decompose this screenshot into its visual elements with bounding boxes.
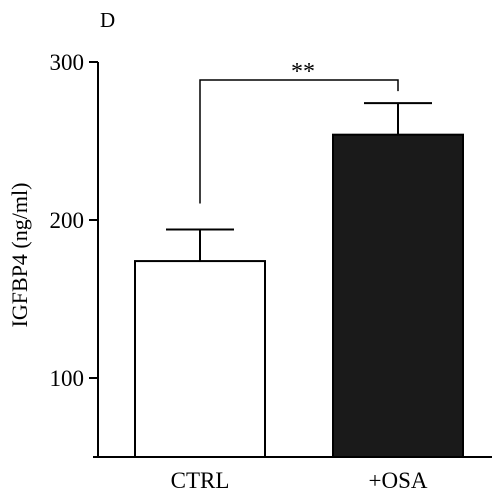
error-bars-group [166, 102, 432, 262]
panel-label: D [100, 8, 115, 32]
bar [332, 133, 464, 458]
y-tick-label: 100 [50, 366, 85, 391]
x-labels-group: CTRL +OSA [171, 468, 428, 493]
y-tick-label: 200 [50, 208, 85, 233]
x-tick-label: CTRL [171, 468, 230, 493]
significance-group: ** [199, 59, 399, 204]
y-tick-label: 300 [50, 50, 85, 75]
x-tick-label: +OSA [369, 468, 428, 493]
y-axis-title: IGFBP4 (ng/ml) [7, 183, 32, 328]
bars-group [134, 133, 464, 458]
significance-bracket [199, 79, 399, 204]
bar [134, 260, 266, 458]
significance-label: ** [291, 59, 315, 85]
